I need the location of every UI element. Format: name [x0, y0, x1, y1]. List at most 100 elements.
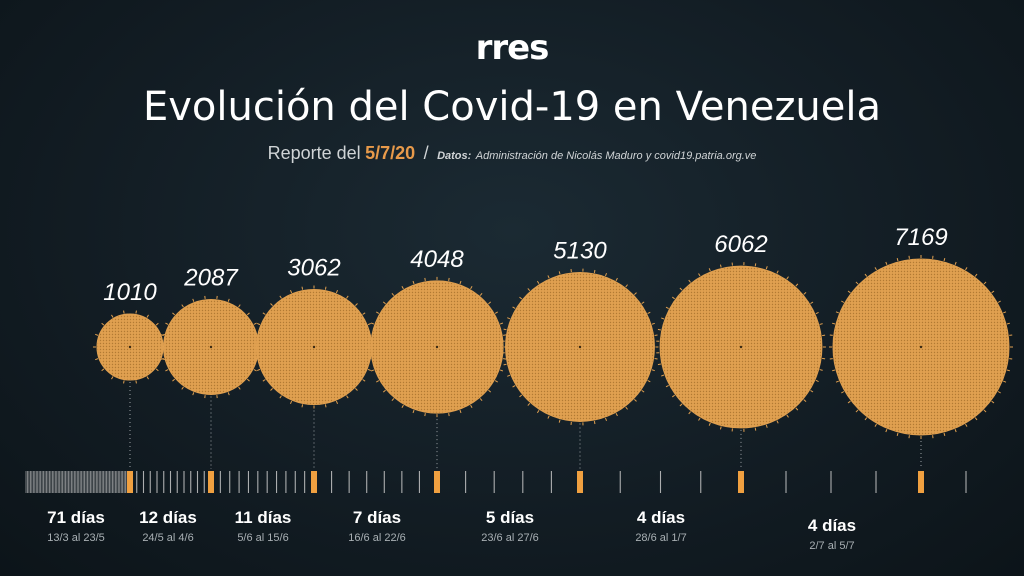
bubble-rim-tick — [95, 358, 99, 361]
bubble-rim-tick — [256, 322, 261, 326]
bubble-rim-tick — [754, 263, 757, 267]
bubble-rim-tick — [301, 286, 304, 290]
segment-date-range: 28/6 al 1/7 — [635, 532, 686, 544]
bubble-rim-tick — [479, 398, 483, 402]
bubble-rim-tick — [135, 380, 137, 384]
bubble-rim-tick — [593, 269, 596, 274]
bubble-rim-tick — [847, 400, 851, 404]
segment-days-label: 11 días — [235, 508, 292, 527]
bubble-rim-tick — [499, 322, 504, 325]
segment-date-range: 23/6 al 27/6 — [481, 532, 539, 544]
bubble-rim-tick — [1006, 322, 1010, 325]
bubble-rim-tick — [719, 264, 722, 268]
bubble-rim-tick — [765, 266, 768, 270]
bubble-rim-tick — [719, 426, 722, 430]
bubble-rim-tick — [160, 358, 165, 360]
bubble-rim-tick — [507, 374, 511, 377]
bubble-rim-tick — [1003, 311, 1007, 314]
bubble-center-dot — [435, 345, 439, 349]
bubble-value-label: 4048 — [410, 246, 464, 273]
bubble-rim-tick — [688, 411, 691, 415]
bubble-rim-tick — [974, 417, 978, 421]
bubble-rim-tick — [270, 303, 273, 306]
bubble-rim-tick — [507, 317, 511, 320]
bubble-rim-tick — [111, 314, 114, 318]
bubble-rim-tick — [165, 322, 169, 325]
bubble-rim-tick — [376, 380, 380, 383]
bubble-rim-tick — [111, 376, 114, 380]
bubble-rim-tick — [270, 388, 273, 391]
bubble-rim-tick — [335, 289, 339, 294]
bubble-rim-tick — [135, 310, 137, 314]
bubble-rim-tick — [832, 322, 836, 325]
bubble-rim-tick — [256, 368, 261, 372]
bubble-rim-tick — [494, 311, 498, 314]
bubble-rim-tick — [625, 284, 628, 288]
bubble-rim-tick — [679, 403, 683, 407]
bubble-rim-tick — [536, 280, 540, 284]
bubble-rim-tick — [253, 322, 257, 325]
bubble-rim-tick — [155, 368, 159, 372]
report-prefix: Reporte del — [267, 143, 361, 163]
bubble-center-dot — [919, 345, 923, 349]
bubble-rim-tick — [1006, 369, 1010, 372]
bubble-rim-tick — [172, 312, 176, 316]
bubble-rim-tick — [874, 423, 877, 427]
bubble-rim-tick — [192, 298, 195, 302]
bubble-rim-tick — [370, 369, 375, 372]
bubble-rim-tick — [503, 334, 507, 336]
bubble-rim-tick — [841, 391, 845, 394]
point-marker — [577, 471, 583, 493]
bubble-rim-tick — [367, 368, 372, 372]
bubble-rim-tick — [488, 389, 492, 393]
bubble-rim-tick — [101, 322, 105, 326]
bubble-rim-tick — [401, 286, 404, 290]
bubble-rim-tick — [289, 289, 293, 294]
point-marker — [208, 471, 214, 493]
bubble-rim-tick — [641, 389, 645, 393]
separator: / — [423, 143, 429, 163]
bubble-rim-tick — [367, 322, 372, 326]
bubble-rim-tick — [503, 328, 507, 331]
bubble-rim-tick — [605, 417, 607, 421]
bubble-rim-tick — [647, 311, 651, 314]
bubble-rim-tick — [301, 404, 304, 408]
bubble-rim-tick — [885, 261, 888, 265]
bubble-center-dot — [128, 345, 132, 349]
bubble-rim-tick — [499, 369, 504, 372]
bubble-rim-tick — [776, 420, 779, 424]
bubble-rim-tick — [494, 380, 498, 383]
bubble-rim-tick — [527, 288, 531, 292]
bubble-rim-tick — [382, 389, 386, 393]
bubble-rim-tick — [253, 334, 257, 337]
bubble-rim-tick — [819, 323, 823, 325]
bubble-rim-tick — [470, 286, 473, 290]
bubble-rim-tick — [765, 424, 768, 428]
bubble-rim-tick — [448, 413, 450, 417]
report-date: 5/7/20 — [365, 143, 416, 163]
bubble-rim-tick — [754, 427, 757, 431]
bubble-rim-tick — [459, 280, 462, 285]
bubble-rim-tick — [651, 322, 655, 325]
bubble-rim-tick — [227, 298, 230, 302]
bubble-rim-tick — [651, 369, 655, 372]
page-title: Evolución del Covid-19 en Venezuela — [142, 84, 882, 130]
bubble-rim-tick — [605, 273, 607, 277]
bubble-rim-tick — [997, 391, 1001, 394]
segment-days-label: 4 días — [637, 508, 685, 527]
point-marker — [738, 471, 744, 493]
bubble-rim-tick — [165, 369, 169, 372]
bubble-rim-tick — [688, 279, 691, 283]
bubble-rim-tick — [424, 413, 426, 417]
bubble-rim-tick — [324, 286, 327, 290]
bubble-rim-tick — [346, 295, 349, 299]
bubble-rim-tick — [896, 258, 899, 262]
bubble-rim-tick — [841, 300, 845, 303]
bubble-rim-tick — [289, 400, 293, 405]
bubble-rim-tick — [657, 328, 661, 331]
point-marker — [434, 471, 440, 493]
segment-date-range: 2/7 al 5/7 — [809, 540, 854, 552]
bubble-rim-tick — [181, 386, 184, 390]
bubble-rim-tick — [181, 304, 184, 308]
bubble-rim-tick — [954, 261, 957, 265]
